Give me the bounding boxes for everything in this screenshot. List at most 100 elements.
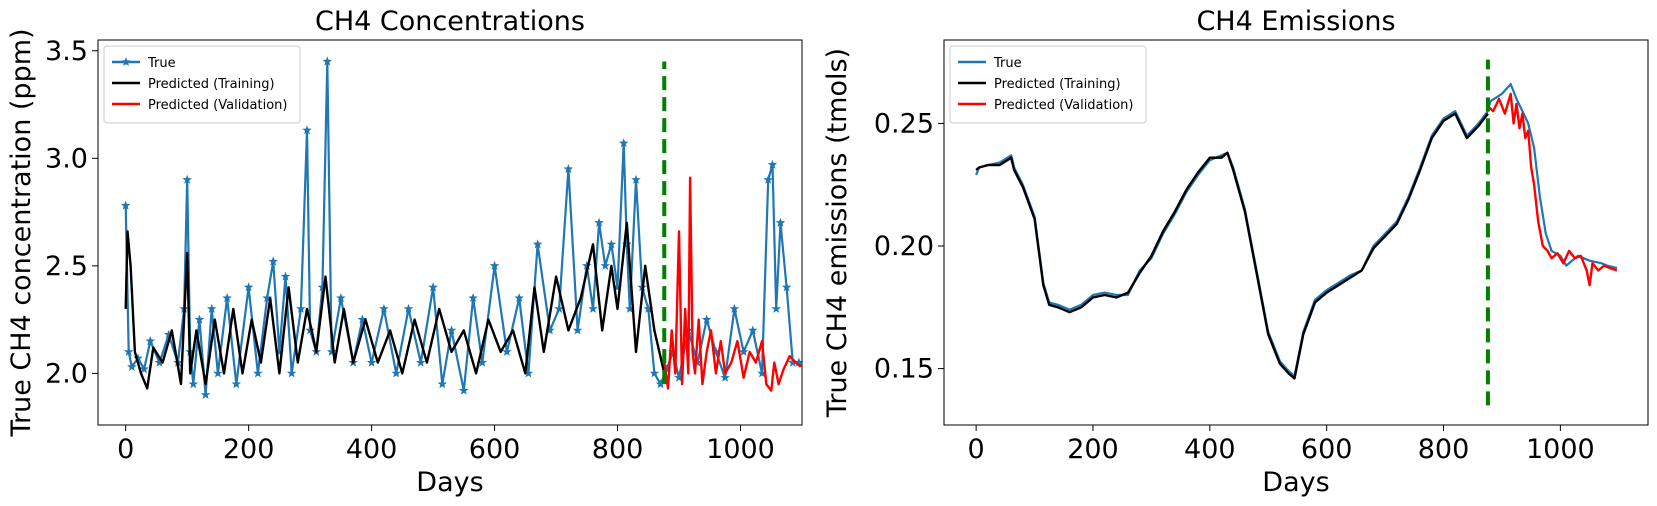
conc-x-axis-label: Days bbox=[416, 467, 483, 498]
conc-data-point bbox=[711, 346, 721, 356]
conc-series-line-2 bbox=[663, 176, 802, 392]
conc-data-point bbox=[154, 357, 165, 367]
conc-data-point bbox=[612, 282, 623, 292]
conc-data-point bbox=[164, 329, 174, 339]
conc-data-point bbox=[649, 368, 660, 378]
conc-data-point bbox=[554, 303, 564, 313]
conc-data-point bbox=[428, 282, 438, 292]
conc-y-tick-label: 2.5 bbox=[45, 251, 88, 282]
concentrations-panel: CH4 Concentrations 0 200 400 600 800 1000 2.0 2.… bbox=[6, 6, 803, 498]
conc-data-point bbox=[729, 303, 740, 313]
emis-y-tick-label: 0.20 bbox=[874, 231, 934, 262]
conc-data-point bbox=[532, 239, 543, 249]
conc-y-axis-label: True CH4 concentration (ppm) bbox=[6, 28, 37, 437]
conc-data-point bbox=[120, 200, 131, 210]
conc-data-point bbox=[720, 372, 730, 382]
conc-plot-area bbox=[120, 56, 802, 399]
emis-x-tick-label: 600 bbox=[1301, 434, 1353, 465]
emis-title: CH4 Emissions bbox=[1196, 6, 1395, 37]
conc-data-point bbox=[468, 293, 478, 303]
conc-data-point bbox=[188, 379, 199, 389]
conc-series-line-1 bbox=[124, 221, 666, 390]
conc-data-point bbox=[326, 346, 337, 356]
conc-x-tick-label: 200 bbox=[223, 434, 275, 465]
conc-data-point bbox=[588, 303, 598, 313]
emissions-panel: CH4 Emissions 0 200 400 600 800 1000 0.15 0.20 0.… bbox=[822, 6, 1649, 498]
conc-data-point bbox=[379, 303, 389, 313]
conc-data-point bbox=[594, 217, 604, 227]
emis-x-tick-label: 400 bbox=[1184, 434, 1236, 465]
emis-legend-label-1: Predicted (Training) bbox=[994, 77, 1121, 92]
conc-data-point bbox=[622, 239, 632, 249]
emis-x-tick-label: 200 bbox=[1067, 434, 1119, 465]
emis-y-tick-label: 0.15 bbox=[874, 354, 934, 385]
conc-y-tick-label: 2.0 bbox=[45, 358, 88, 389]
conc-data-point bbox=[305, 325, 315, 335]
conc-data-point bbox=[200, 389, 211, 399]
conc-data-point bbox=[600, 260, 610, 270]
conc-x-tick-label: 0 bbox=[117, 434, 134, 465]
conc-data-point bbox=[655, 379, 666, 389]
conc-data-point bbox=[618, 138, 629, 148]
conc-data-point bbox=[182, 174, 192, 184]
conc-data-point bbox=[317, 282, 328, 292]
emis-axes-frame bbox=[943, 39, 1649, 426]
conc-data-point bbox=[213, 368, 223, 378]
conc-data-point bbox=[545, 325, 555, 335]
conc-data-point bbox=[674, 372, 684, 382]
conc-legend-label-1: Predicted (Training) bbox=[148, 77, 275, 92]
conc-data-point bbox=[357, 314, 368, 324]
conc-data-point bbox=[268, 256, 278, 266]
conc-data-point bbox=[403, 303, 414, 313]
conc-data-point bbox=[477, 357, 487, 367]
conc-data-point bbox=[302, 125, 312, 135]
conc-data-point bbox=[502, 346, 512, 356]
emis-x-tick-label: 800 bbox=[1418, 434, 1470, 465]
emis-x-axis-label: Days bbox=[1262, 467, 1329, 498]
conc-y-tick-label: 3.0 bbox=[45, 143, 88, 174]
emis-plot-area bbox=[975, 83, 1618, 380]
conc-data-point bbox=[781, 282, 792, 292]
conc-data-point bbox=[231, 379, 242, 389]
conc-data-point bbox=[139, 364, 149, 374]
emis-series-line-1 bbox=[975, 112, 1489, 380]
conc-data-point bbox=[437, 379, 448, 389]
emis-series-line-2 bbox=[1487, 92, 1618, 287]
conc-legend-label-0: True bbox=[147, 56, 176, 71]
conc-data-point bbox=[701, 314, 712, 324]
conc-data-point bbox=[582, 260, 592, 270]
conc-data-point bbox=[459, 385, 469, 395]
conc-legend-box bbox=[103, 45, 301, 124]
emis-x-tick-label: 0 bbox=[968, 434, 985, 465]
conc-data-point bbox=[296, 303, 306, 313]
emis-legend-label-0: True bbox=[993, 56, 1022, 71]
conc-axes-frame bbox=[97, 39, 803, 426]
emis-legend-label-2: Predicted (Validation) bbox=[994, 98, 1134, 113]
conc-data-point bbox=[133, 353, 143, 363]
conc-data-point bbox=[127, 361, 137, 371]
conc-data-point bbox=[606, 239, 617, 249]
conc-data-point bbox=[572, 325, 583, 335]
conc-data-point bbox=[738, 346, 749, 356]
conc-data-point bbox=[788, 357, 798, 367]
conc-x-tick-label: 1000 bbox=[706, 434, 775, 465]
conc-data-point bbox=[391, 368, 401, 378]
emis-x-tick-label: 1000 bbox=[1526, 434, 1595, 465]
conc-data-point bbox=[207, 303, 217, 313]
conc-data-point bbox=[336, 293, 346, 303]
conc-data-point bbox=[243, 282, 254, 292]
conc-data-point bbox=[794, 357, 802, 367]
conc-data-point bbox=[280, 271, 291, 281]
conc-data-point bbox=[262, 293, 272, 303]
conc-data-point bbox=[274, 346, 285, 356]
conc-data-point bbox=[692, 357, 703, 367]
conc-data-point bbox=[145, 336, 155, 346]
conc-data-point bbox=[253, 368, 263, 378]
conc-data-point bbox=[124, 346, 134, 356]
emis-y-tick-label: 0.25 bbox=[874, 108, 934, 139]
conc-legend-marker-0 bbox=[121, 57, 131, 66]
emis-series-line-0 bbox=[975, 83, 1618, 378]
conc-data-point bbox=[775, 217, 786, 227]
conc-data-point bbox=[286, 368, 297, 378]
